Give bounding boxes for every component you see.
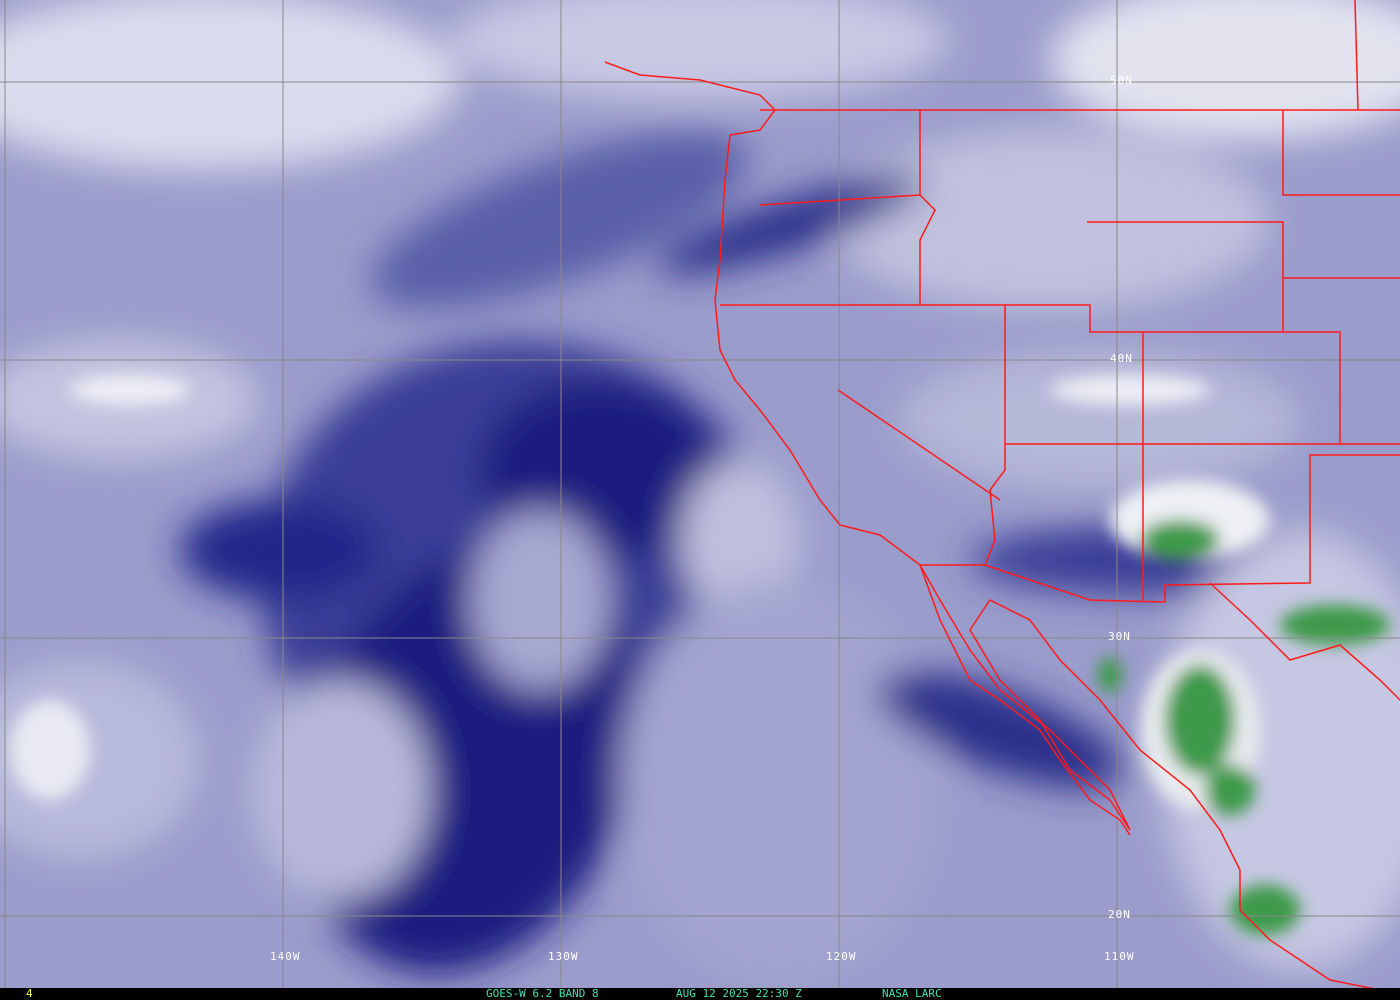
coastline <box>604 61 1374 988</box>
lat-label-50n: 50N <box>1110 74 1133 87</box>
state-borders <box>720 0 1400 701</box>
lat-label-40n: 40N <box>1110 352 1133 365</box>
frame-number: 4 <box>26 987 33 1000</box>
datetime-label: AUG 12 2025 22:30 Z <box>676 987 802 1000</box>
status-bar: 4 GOES-W 6.2 BAND 8 AUG 12 2025 22:30 Z … <box>0 988 1400 1000</box>
lon-label-140w: 140W <box>270 950 301 963</box>
baja-coast <box>919 564 1131 836</box>
lon-label-120w: 120W <box>826 950 857 963</box>
product-label: GOES-W 6.2 BAND 8 <box>486 987 599 1000</box>
lat-label-30n: 30N <box>1108 630 1131 643</box>
lat-label-20n: 20N <box>1108 908 1131 921</box>
lon-label-110w: 110W <box>1104 950 1135 963</box>
political-borders <box>604 0 1400 988</box>
convective-clouds <box>10 375 1390 935</box>
source-label: NASA LARC <box>882 987 942 1000</box>
lon-label-130w: 130W <box>548 950 579 963</box>
